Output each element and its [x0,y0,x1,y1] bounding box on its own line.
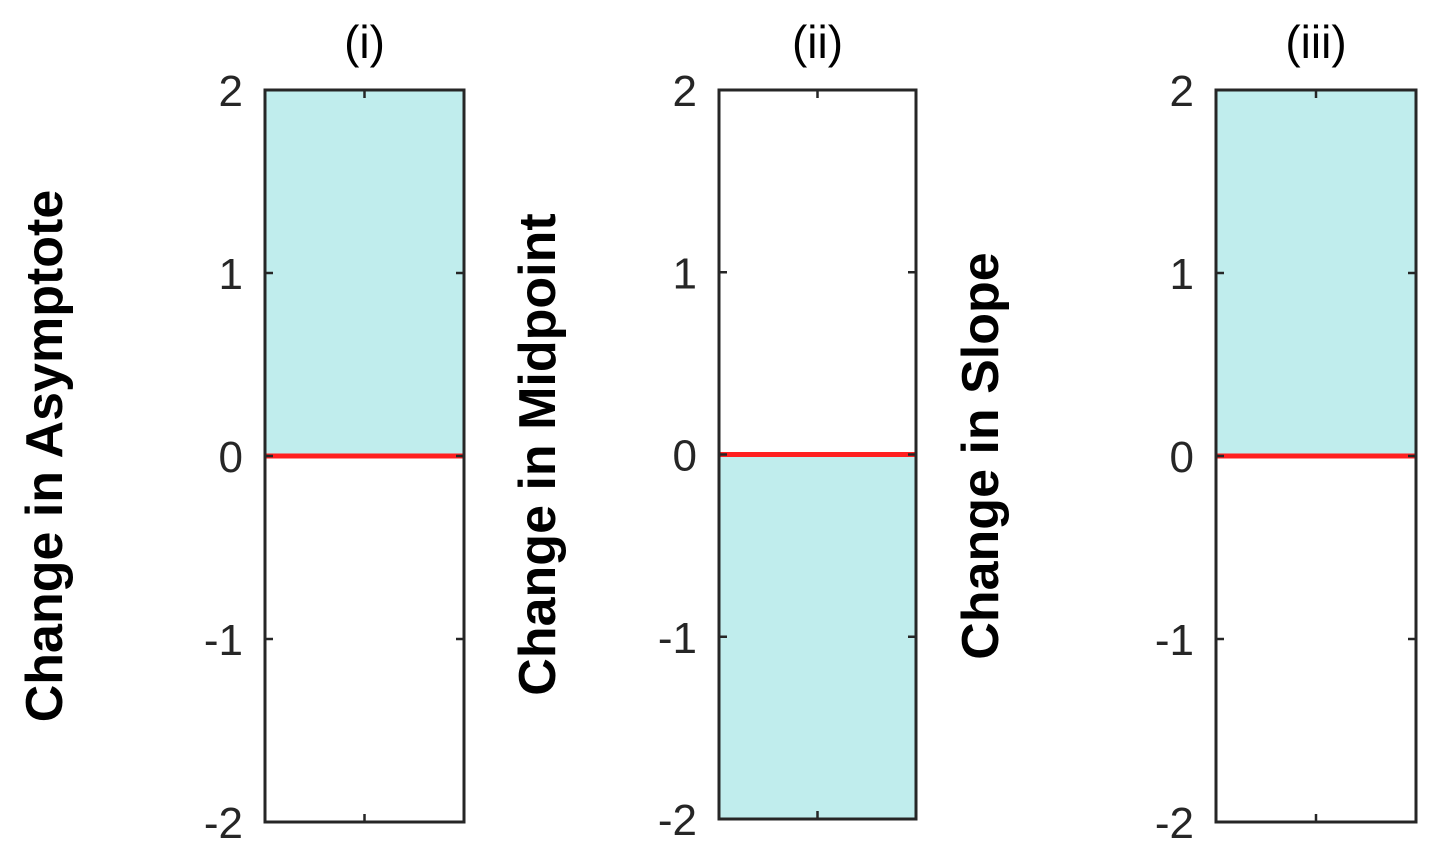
y-tick-label: 2 [673,67,697,116]
y-tick-label: 1 [1170,250,1194,299]
panel-title: (i) [344,16,385,68]
y-tick-label: 2 [219,67,243,116]
y-axis-label: Change in Asymptote [16,190,74,723]
y-tick-label: -1 [1155,616,1194,665]
y-tick-label: 2 [1170,67,1194,116]
panel-3: 2 1 0 -1 -2 (iii) Change in Slope [952,16,1418,848]
shaded-region [265,90,464,456]
y-tick-label: -2 [658,796,697,845]
y-axis-label: Change in Slope [952,252,1010,659]
panel-title: (iii) [1285,16,1346,68]
y-tick-label: 0 [1170,433,1194,482]
shaded-region [719,454,916,819]
y-tick-label: 1 [219,250,243,299]
y-tick-label: 1 [673,249,697,298]
panel-title: (ii) [792,16,843,68]
panel-1: 2 1 0 -1 -2 (i) Change in Asymptote [16,16,466,848]
y-tick-label: -1 [204,616,243,665]
y-tick-label: -1 [658,614,697,663]
shaded-region [1216,90,1416,456]
y-axis-label: Change in Midpoint [509,213,567,695]
panel-2: 2 1 0 -1 -2 (ii) Change in Midpoint [509,16,918,845]
y-tick-label: 0 [673,432,697,481]
y-tick-label: -2 [204,799,243,848]
y-tick-label: -2 [1155,799,1194,848]
y-tick-label: 0 [219,433,243,482]
